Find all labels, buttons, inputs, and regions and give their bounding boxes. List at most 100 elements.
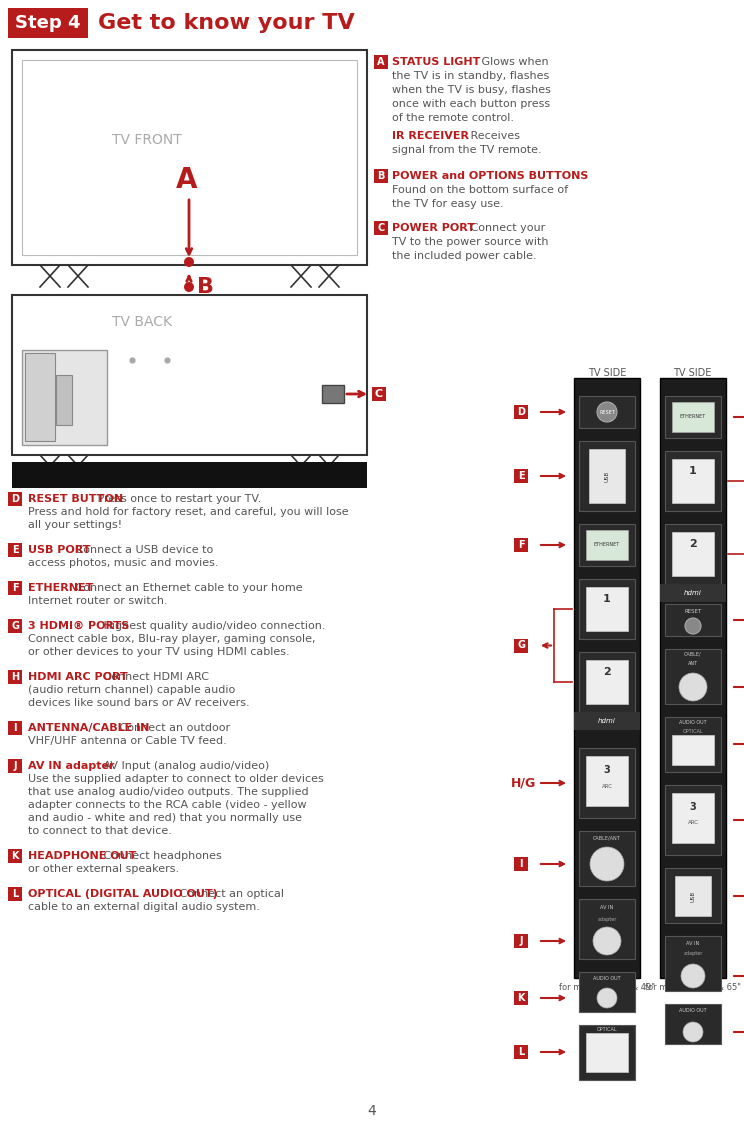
Text: D: D — [517, 406, 525, 417]
Text: VHF/UHF antenna or Cable TV feed.: VHF/UHF antenna or Cable TV feed. — [28, 736, 227, 746]
Bar — [675, 876, 711, 916]
Bar — [574, 712, 640, 730]
Text: A: A — [176, 166, 198, 194]
Text: I: I — [13, 723, 17, 733]
Text: B: B — [197, 277, 214, 297]
Text: ETHERNET: ETHERNET — [594, 543, 620, 548]
Bar — [372, 387, 386, 401]
Text: Connect an Ethernet cable to your home: Connect an Ethernet cable to your home — [72, 583, 303, 593]
Text: CABLE/ANT: CABLE/ANT — [593, 835, 621, 841]
Bar — [665, 450, 721, 511]
Bar — [374, 55, 388, 69]
Bar — [22, 350, 107, 445]
Text: AV IN: AV IN — [600, 905, 614, 910]
Text: access photos, music and movies.: access photos, music and movies. — [28, 558, 219, 568]
Text: the included power cable.: the included power cable. — [392, 251, 536, 261]
Text: RESET: RESET — [599, 410, 615, 414]
Bar — [514, 405, 528, 419]
Bar — [665, 396, 721, 438]
Circle shape — [597, 988, 617, 1008]
Text: ANT: ANT — [688, 660, 698, 666]
Bar — [8, 492, 22, 506]
Text: Connect cable box, Blu-ray player, gaming console,: Connect cable box, Blu-ray player, gamin… — [28, 634, 315, 644]
Text: that use analog audio/video outputs. The supplied: that use analog audio/video outputs. The… — [28, 787, 309, 797]
Bar — [665, 1004, 721, 1044]
Text: Found on the bottom surface of: Found on the bottom surface of — [392, 185, 568, 195]
Bar — [579, 524, 635, 566]
Bar — [586, 1033, 628, 1073]
Text: RESET: RESET — [684, 609, 702, 614]
Bar — [579, 579, 635, 639]
Text: J: J — [13, 761, 17, 771]
Bar — [514, 991, 528, 1005]
Text: when the TV is busy, flashes: when the TV is busy, flashes — [392, 85, 551, 95]
Bar — [12, 50, 367, 265]
Text: CABLE/: CABLE/ — [684, 653, 702, 657]
Text: HEADPHONE OUT: HEADPHONE OUT — [28, 851, 136, 861]
Text: 2: 2 — [603, 667, 611, 677]
Text: F: F — [12, 583, 19, 593]
Bar — [579, 396, 635, 428]
Bar — [579, 831, 635, 886]
Text: 1: 1 — [689, 466, 697, 476]
Text: K: K — [11, 851, 19, 861]
Bar — [672, 460, 714, 504]
Text: Connect an outdoor: Connect an outdoor — [116, 723, 230, 733]
Text: once with each button press: once with each button press — [392, 99, 550, 110]
Bar — [8, 543, 22, 557]
Bar — [8, 759, 22, 773]
Text: ARC: ARC — [601, 784, 612, 788]
Text: C: C — [377, 224, 385, 233]
Circle shape — [593, 927, 621, 955]
Text: TV SIDE: TV SIDE — [588, 368, 626, 378]
Bar — [665, 604, 721, 636]
Text: 4: 4 — [368, 1104, 376, 1118]
Bar — [8, 619, 22, 633]
Bar — [8, 721, 22, 735]
Bar — [665, 717, 721, 772]
Bar — [665, 524, 721, 584]
Bar — [514, 857, 528, 870]
Bar — [56, 375, 72, 425]
Text: Press and hold for factory reset, and careful, you will lose: Press and hold for factory reset, and ca… — [28, 507, 349, 517]
Bar — [672, 793, 714, 843]
Text: OPTICAL (DIGITAL AUDIO OUT): OPTICAL (DIGITAL AUDIO OUT) — [28, 889, 218, 899]
Bar — [586, 530, 628, 560]
Circle shape — [590, 847, 624, 881]
Text: the TV is in standby, flashes: the TV is in standby, flashes — [392, 71, 549, 81]
Circle shape — [683, 1022, 703, 1042]
Circle shape — [681, 964, 705, 988]
Bar — [8, 8, 88, 38]
Text: Connect your: Connect your — [467, 224, 545, 233]
Text: L: L — [518, 1047, 524, 1057]
Text: K: K — [517, 994, 525, 1003]
Text: adapter: adapter — [683, 951, 702, 956]
Bar — [660, 378, 726, 978]
Bar — [514, 639, 528, 653]
Bar — [586, 660, 628, 704]
Bar — [672, 532, 714, 576]
Bar — [589, 449, 625, 504]
Text: AUDIO OUT: AUDIO OUT — [593, 975, 620, 981]
Text: I: I — [519, 859, 523, 869]
Text: TV BACK: TV BACK — [112, 315, 172, 329]
Bar — [665, 868, 721, 924]
Bar — [665, 785, 721, 855]
Bar — [25, 353, 55, 441]
Text: USB PORT: USB PORT — [28, 545, 91, 555]
Text: L: L — [12, 889, 18, 899]
Text: OPTICAL: OPTICAL — [597, 1027, 618, 1032]
Text: ETHERNET: ETHERNET — [28, 583, 94, 593]
Bar — [665, 936, 721, 991]
Bar — [374, 169, 388, 183]
Text: and audio - white and red) that you normally use: and audio - white and red) that you norm… — [28, 813, 302, 823]
Text: RESET BUTTON: RESET BUTTON — [28, 495, 123, 504]
Text: HDMI ARC PORT: HDMI ARC PORT — [28, 672, 128, 682]
Text: Step 4: Step 4 — [15, 14, 81, 32]
Bar — [660, 584, 726, 602]
Text: TV FRONT: TV FRONT — [112, 133, 182, 147]
Text: Glows when: Glows when — [478, 56, 548, 67]
Bar — [8, 581, 22, 595]
Bar — [8, 669, 22, 684]
Circle shape — [184, 282, 194, 292]
